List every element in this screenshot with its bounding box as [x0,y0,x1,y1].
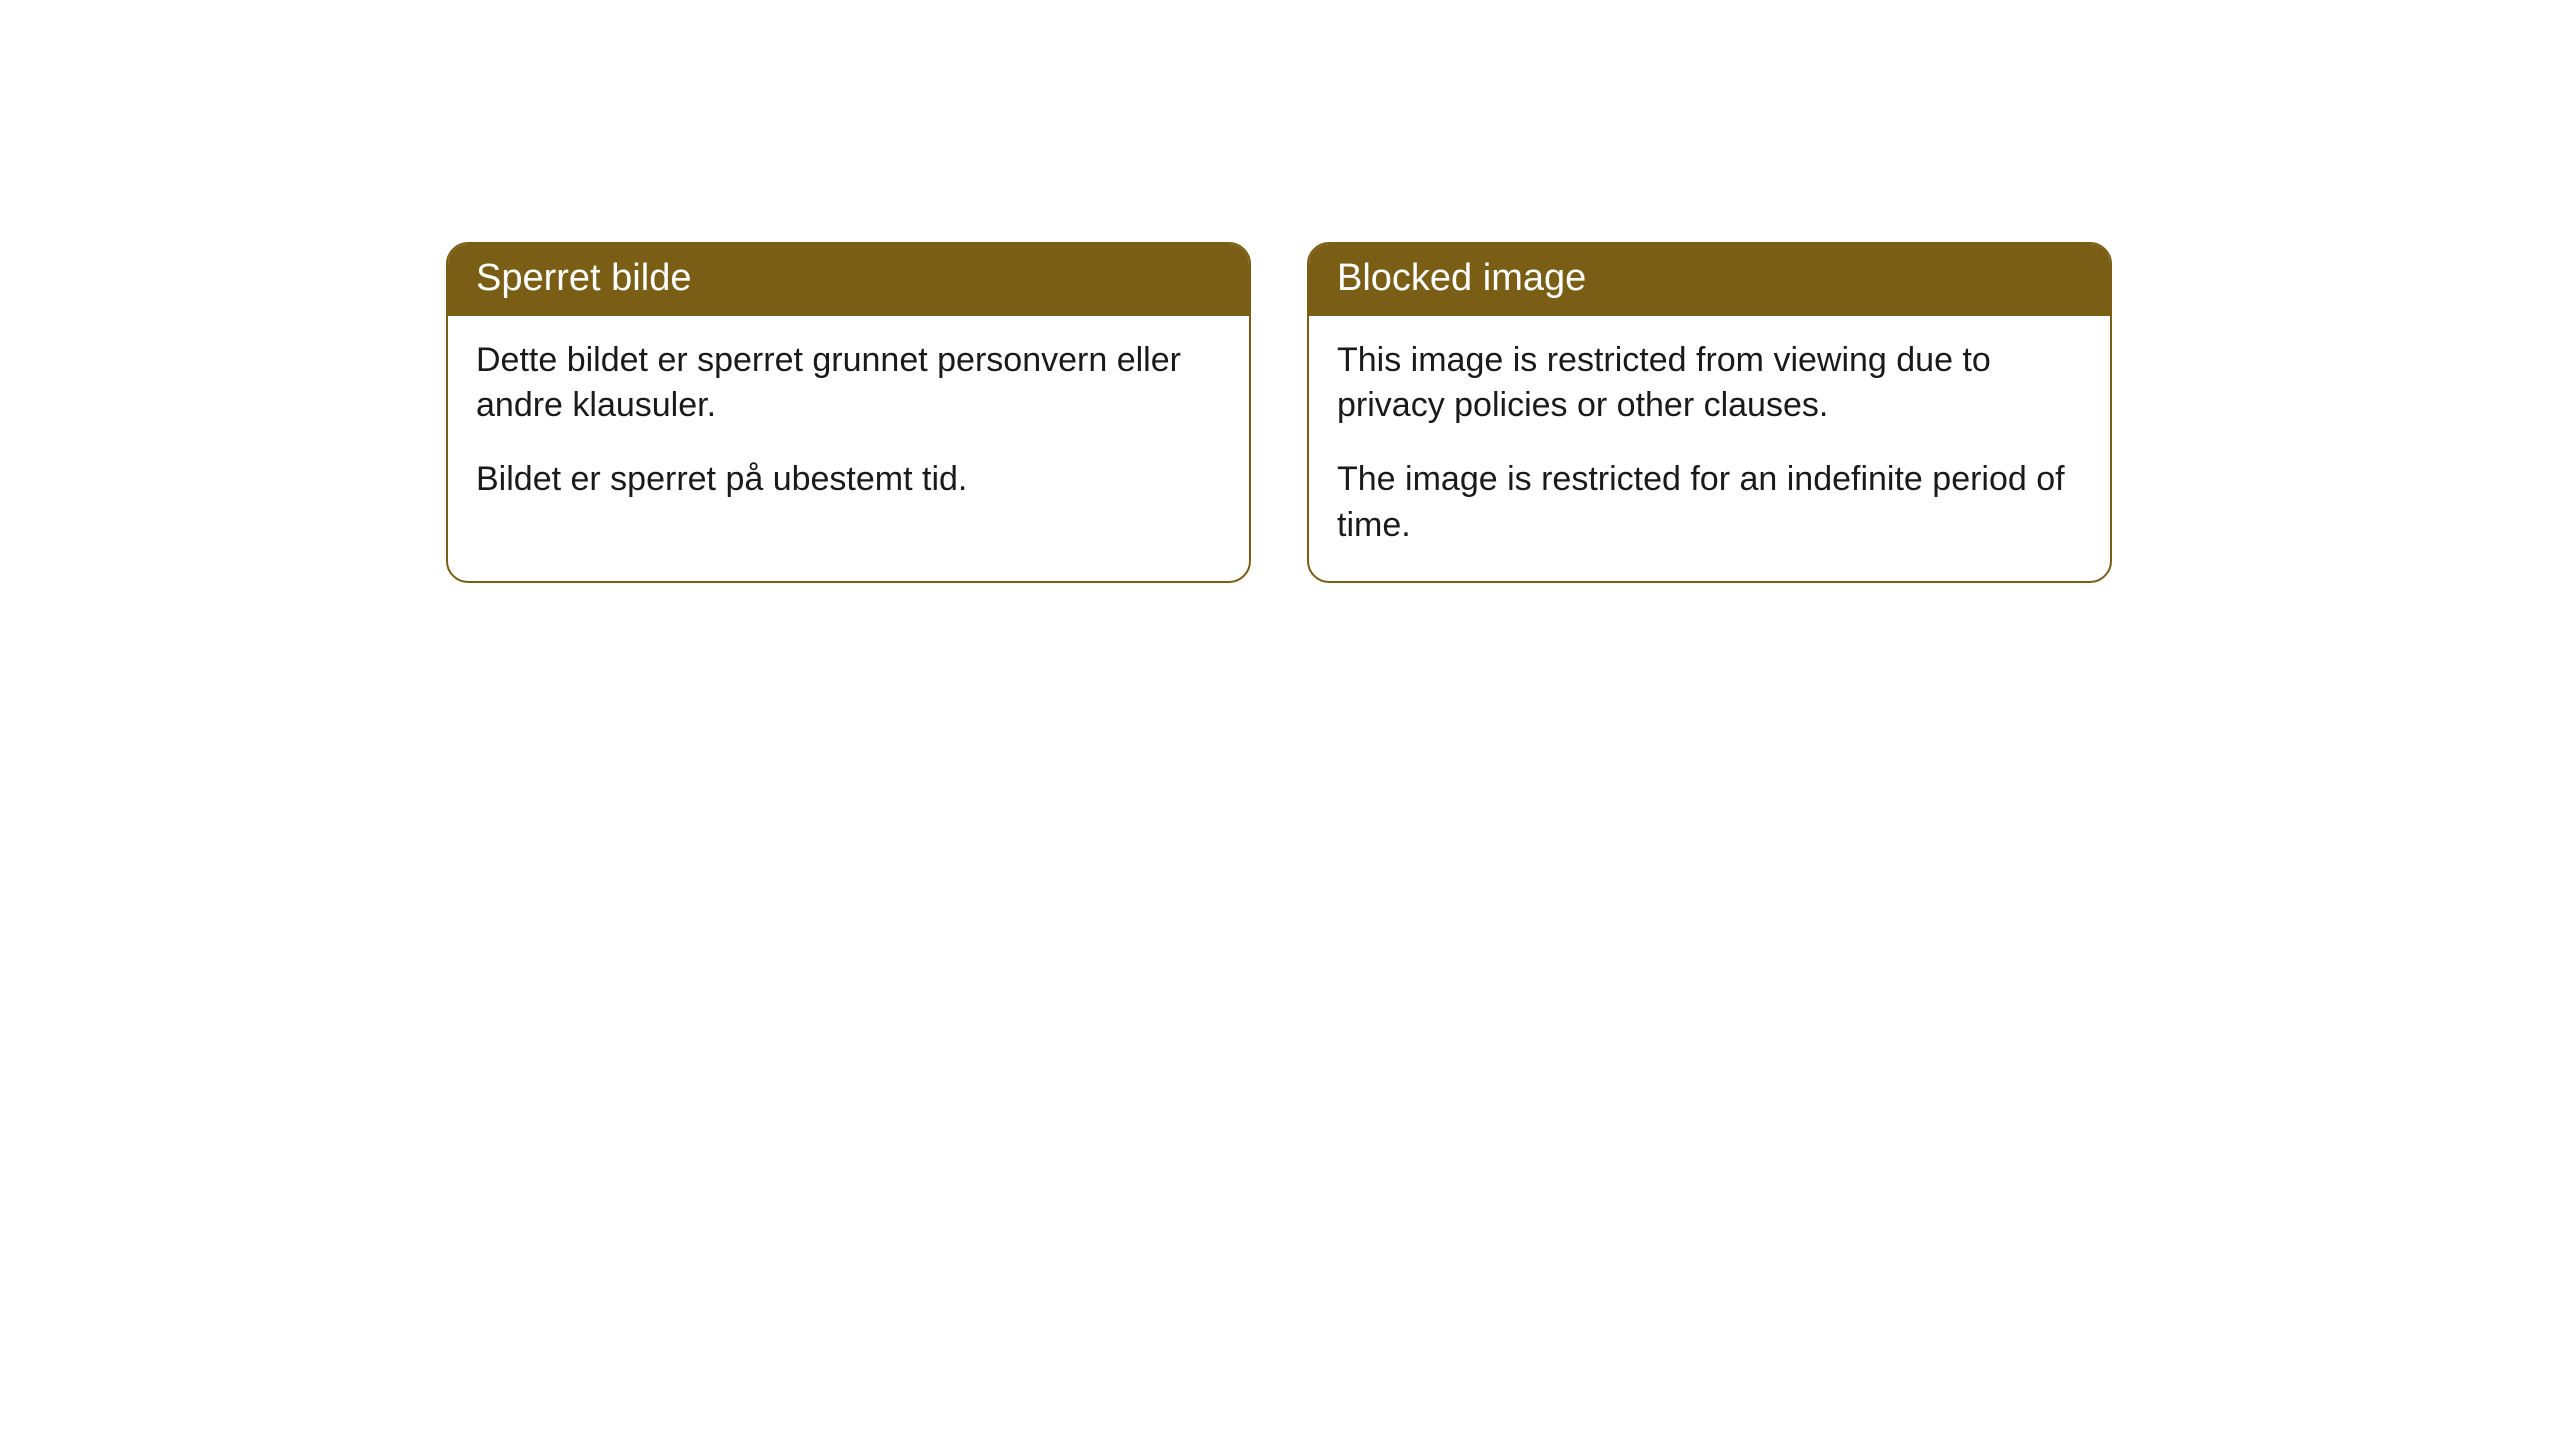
card-paragraph-1-english: This image is restricted from viewing du… [1337,338,2082,430]
card-paragraph-2-english: The image is restricted for an indefinit… [1337,457,2082,549]
card-title-english: Blocked image [1337,257,1586,299]
card-header-norwegian: Sperret bilde [448,244,1249,316]
card-body-norwegian: Dette bildet er sperret grunnet personve… [448,316,1249,536]
blocked-image-card-norwegian: Sperret bilde Dette bildet er sperret gr… [446,242,1251,583]
card-title-norwegian: Sperret bilde [476,257,691,299]
blocked-image-card-english: Blocked image This image is restricted f… [1307,242,2112,583]
card-paragraph-1-norwegian: Dette bildet er sperret grunnet personve… [476,338,1221,430]
notice-cards-container: Sperret bilde Dette bildet er sperret gr… [446,242,2112,583]
card-header-english: Blocked image [1309,244,2110,316]
card-paragraph-2-norwegian: Bildet er sperret på ubestemt tid. [476,457,1221,503]
card-body-english: This image is restricted from viewing du… [1309,316,2110,582]
